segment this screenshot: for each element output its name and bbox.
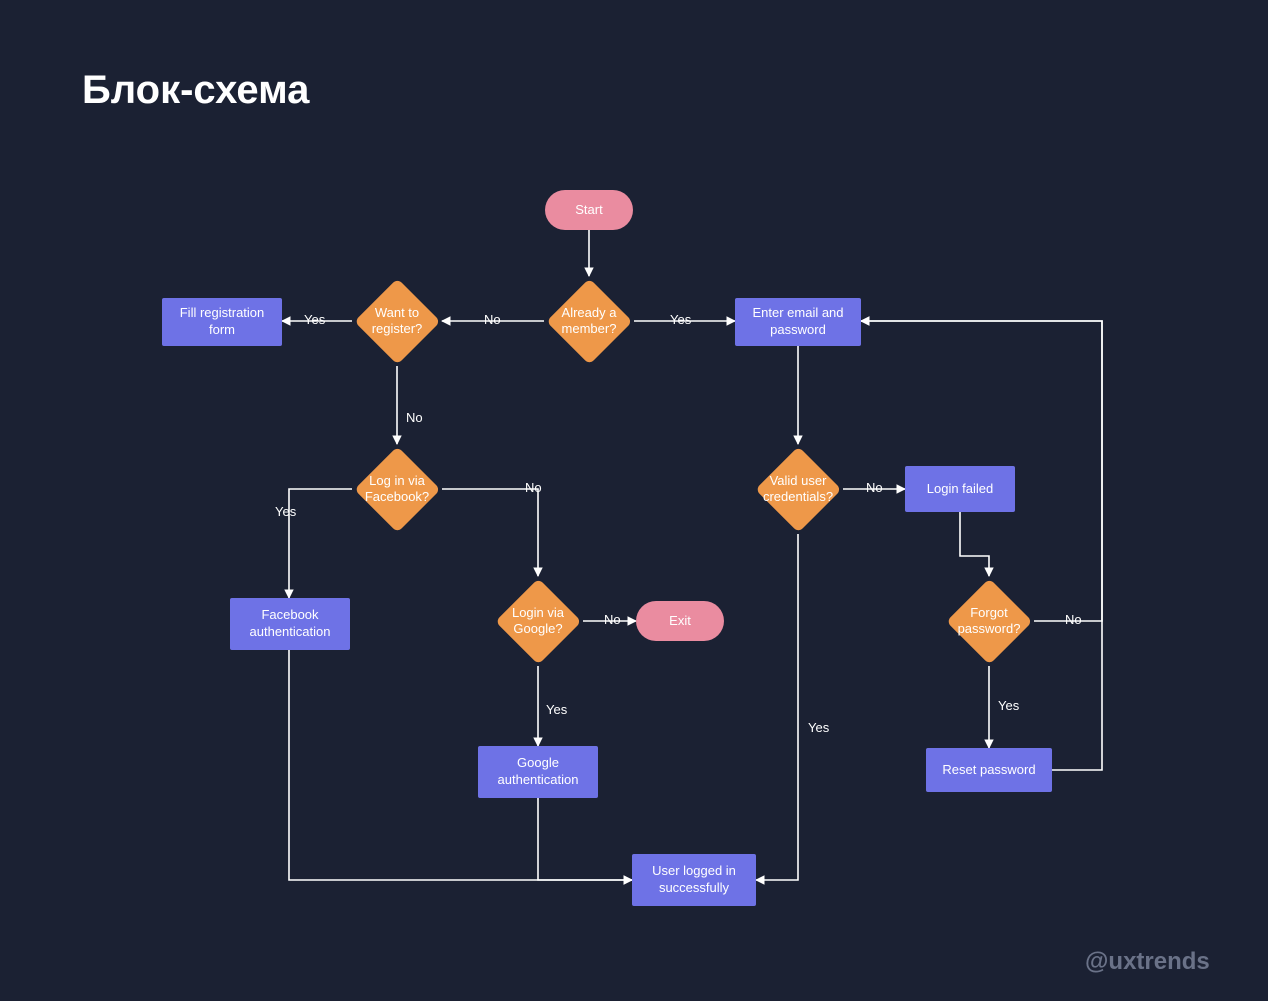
page-title: Блок-схема — [82, 68, 309, 113]
decision-label: Forgotpassword? — [946, 578, 1032, 664]
edge-label-already-want_reg: No — [484, 312, 501, 327]
edge-login_failed-forgot_q — [960, 512, 989, 576]
credit-handle: @uxtrends — [1085, 948, 1210, 976]
process-enter_cred: Enter email andpassword — [735, 298, 861, 346]
decision-google_q: Login viaGoogle? — [495, 578, 581, 664]
edge-label-forgot_q-reset_pw: Yes — [998, 698, 1019, 713]
edge-fb_q-google_q — [442, 489, 538, 576]
decision-label: Want toregister? — [354, 278, 440, 364]
process-success: User logged insuccessfully — [632, 854, 756, 906]
edge-valid_q-success — [756, 534, 798, 880]
edge-label-forgot_q-enter_cred: No — [1065, 612, 1082, 627]
edges-layer — [0, 0, 1268, 1001]
decision-already: Already amember? — [546, 278, 632, 364]
decision-want_reg: Want toregister? — [354, 278, 440, 364]
decision-label: Log in viaFacebook? — [354, 446, 440, 532]
edge-reset_pw-enter_cred — [861, 321, 1102, 770]
edge-label-valid_q-success: Yes — [808, 720, 829, 735]
edge-label-want_reg-fill_form: Yes — [304, 312, 325, 327]
process-fb_auth: Facebookauthentication — [230, 598, 350, 650]
edge-fb_q-fb_auth — [289, 489, 352, 598]
process-reset_pw: Reset password — [926, 748, 1052, 792]
edge-google_auth-success — [538, 798, 632, 880]
edge-label-want_reg-fb_q: No — [406, 410, 423, 425]
decision-label: Valid usercredentials? — [755, 446, 841, 532]
edge-label-already-enter_cred: Yes — [670, 312, 691, 327]
edge-label-fb_q-google_q: No — [525, 480, 542, 495]
edge-label-fb_q-fb_auth: Yes — [275, 504, 296, 519]
flowchart-canvas: Блок-схема @uxtrends Start Already amember?… — [0, 0, 1268, 1001]
process-fill_form: Fill registrationform — [162, 298, 282, 346]
edge-label-google_q-exit: No — [604, 612, 621, 627]
terminator-exit: Exit — [636, 601, 724, 641]
edge-label-google_q-google_auth: Yes — [546, 702, 567, 717]
process-login_failed: Login failed — [905, 466, 1015, 512]
decision-fb_q: Log in viaFacebook? — [354, 446, 440, 532]
process-google_auth: Googleauthentication — [478, 746, 598, 798]
decision-label: Login viaGoogle? — [495, 578, 581, 664]
decision-valid_q: Valid usercredentials? — [755, 446, 841, 532]
decision-label: Already amember? — [546, 278, 632, 364]
decision-forgot_q: Forgotpassword? — [946, 578, 1032, 664]
edge-label-valid_q-login_failed: No — [866, 480, 883, 495]
terminator-start: Start — [545, 190, 633, 230]
